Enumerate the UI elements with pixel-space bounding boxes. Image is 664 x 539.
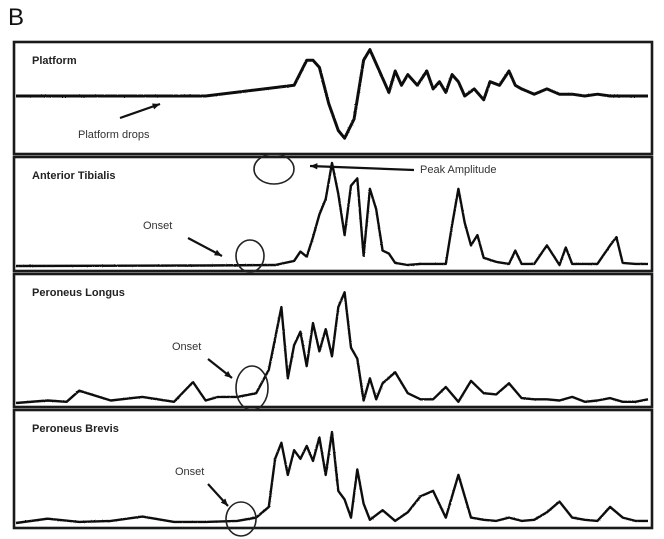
signal-trace — [15, 161, 648, 268]
signal-trace — [15, 291, 649, 405]
panel-title: Platform — [32, 55, 77, 67]
onset-arrow-peroneus-longus-head — [224, 370, 232, 378]
platform-drops-label: Platform drops — [78, 129, 150, 141]
annotations: Platform drops Peak Amplitude Onset Onset On… — [78, 102, 496, 537]
panel-frame — [12, 155, 654, 273]
panel-anterior-tibialis: Anterior Tibialis — [12, 155, 654, 273]
signal-trace — [16, 48, 648, 140]
panel-title: Peroneus Brevis — [32, 423, 119, 435]
onset-circle-peroneus-brevis — [225, 501, 257, 537]
panel-peroneus-brevis: Peroneus Brevis — [12, 408, 654, 530]
peak-amplitude-arrow-head — [310, 163, 318, 170]
panel-frame — [12, 408, 654, 530]
panel-frame — [12, 40, 654, 156]
figure-panel-letter: B — [8, 4, 25, 31]
onset-arrow-peroneus-brevis-head — [220, 498, 228, 506]
onset-circle-anterior-tibialis — [235, 239, 265, 273]
panels: Platform Anterior Tibialis Peroneus Longus… — [12, 40, 654, 537]
signal-trace — [15, 430, 648, 525]
panel-platform: Platform — [12, 40, 654, 156]
panel-title: Anterior Tibialis — [32, 170, 116, 182]
onset-label-anterior-tibialis: Onset — [143, 220, 172, 232]
peak-amplitude-circle — [253, 153, 295, 185]
peak-amplitude-label: Peak Amplitude — [420, 164, 496, 176]
panel-title: Peroneus Longus — [32, 287, 125, 299]
onset-circle-peroneus-longus — [235, 365, 269, 411]
onset-label-peroneus-longus: Onset — [172, 341, 201, 353]
platform-drops-arrow-head — [152, 103, 160, 110]
panel-frame — [12, 272, 654, 409]
panel-peroneus-longus: Peroneus Longus — [12, 272, 654, 409]
onset-arrow-anterior-tibialis-head — [214, 249, 222, 256]
onset-label-peroneus-brevis: Onset — [175, 466, 204, 478]
peak-amplitude-arrow — [309, 164, 415, 172]
